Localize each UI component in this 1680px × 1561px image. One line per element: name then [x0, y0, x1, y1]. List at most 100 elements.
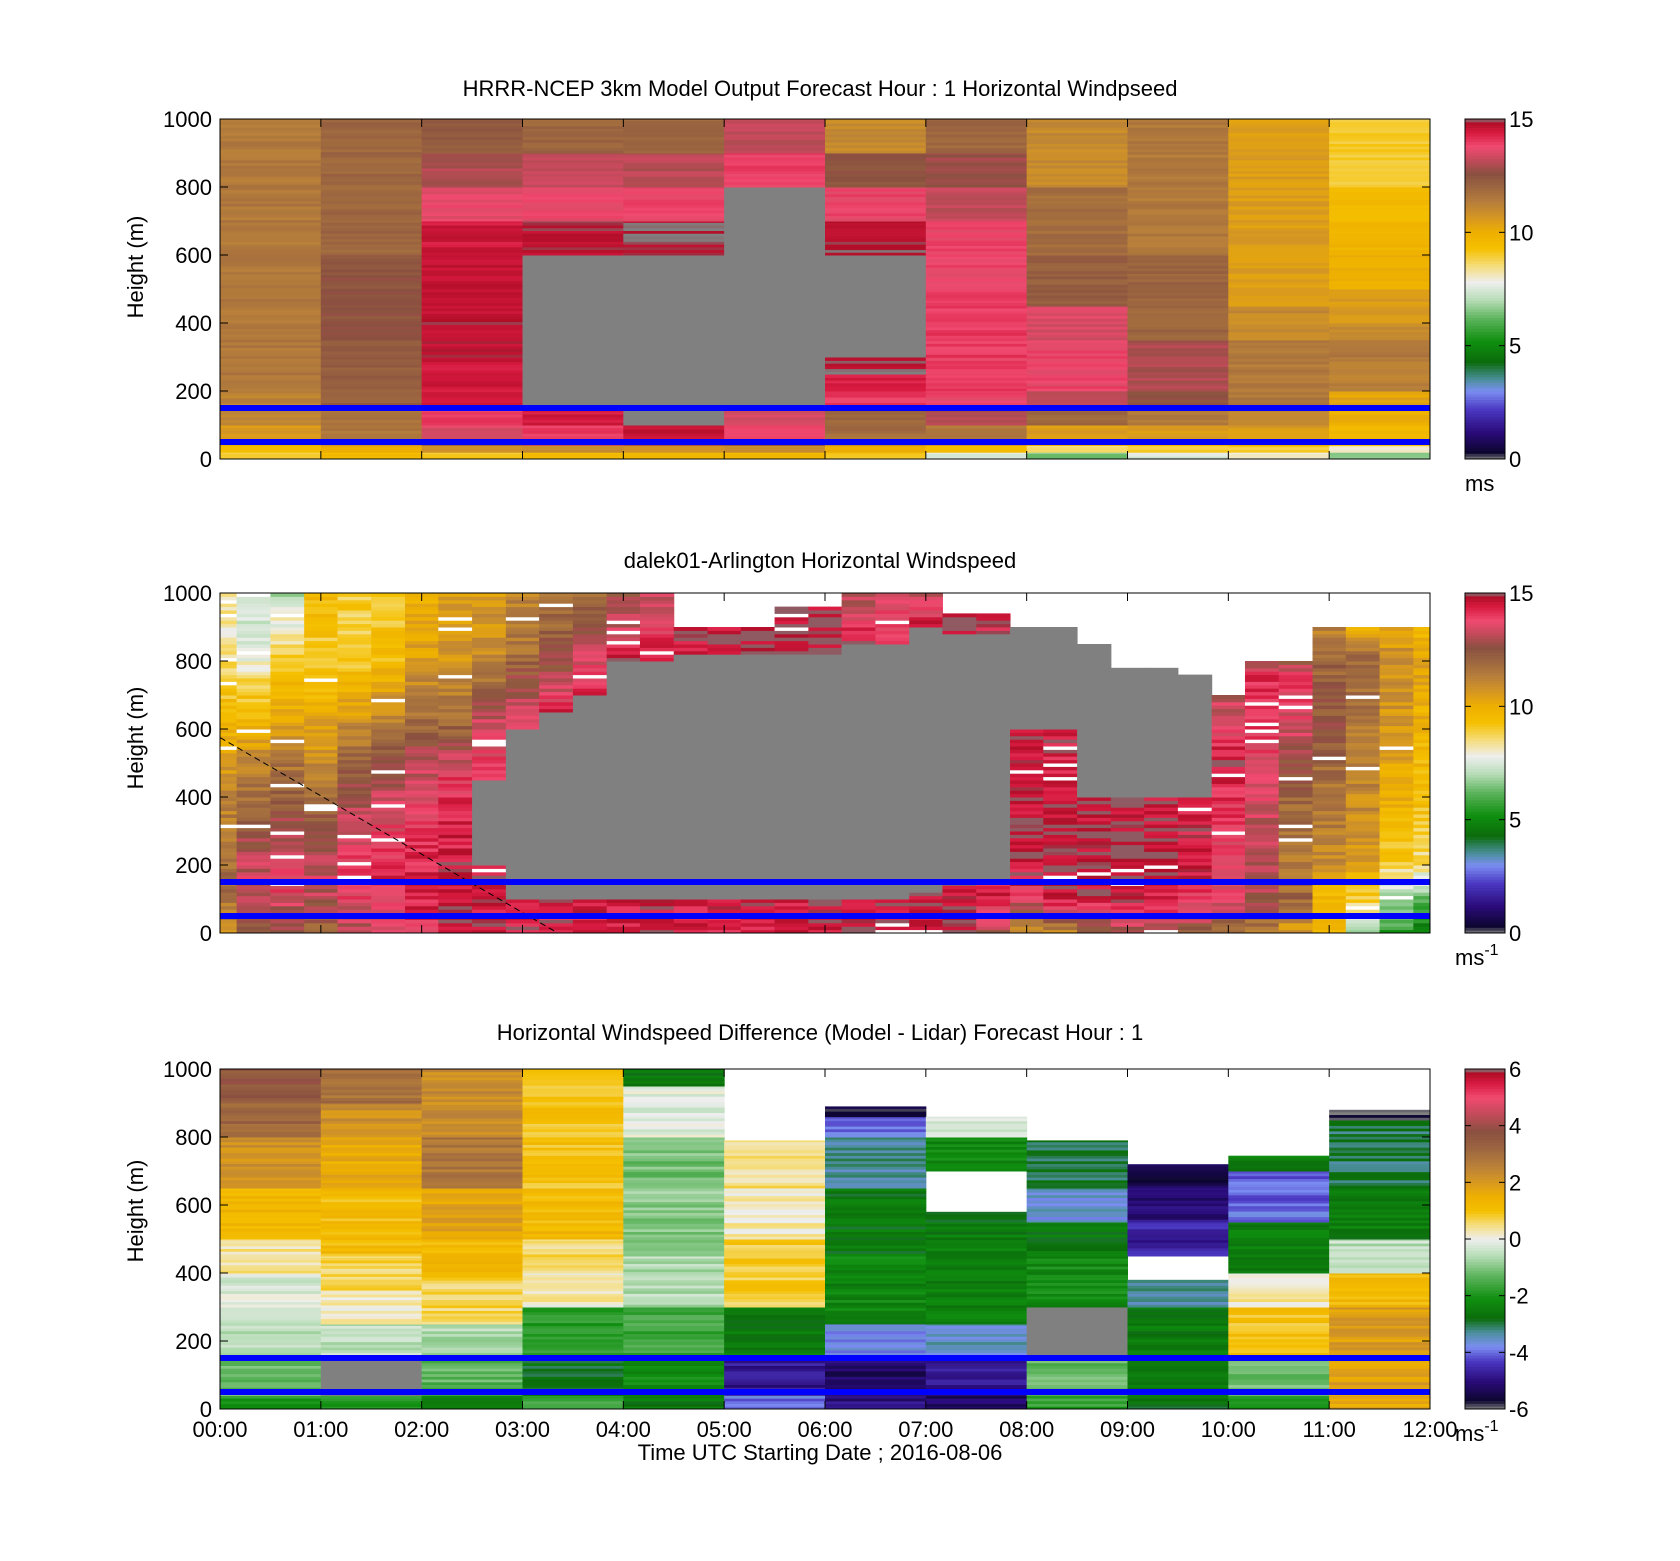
heatmap-cell [825, 422, 927, 426]
heatmap-cell [623, 312, 725, 317]
heatmap-cell [220, 715, 238, 720]
heatmap-cell [304, 712, 338, 716]
heatmap-cell [639, 858, 675, 863]
heatmap-cell [539, 746, 574, 750]
heatmap-cell [371, 807, 406, 812]
heatmap-cell [337, 637, 372, 642]
heatmap-cell [320, 249, 423, 253]
heatmap-cell [925, 348, 1028, 353]
heatmap-cell [875, 848, 910, 852]
heatmap-cell [1127, 307, 1229, 311]
heatmap-cell [841, 922, 876, 927]
heatmap-cell [421, 399, 523, 404]
heatmap-cell [774, 773, 809, 778]
heatmap-cell [1127, 380, 1229, 384]
heatmap-cell [1329, 191, 1430, 195]
heatmap-cell [1312, 752, 1347, 757]
heatmap-cell [976, 926, 1011, 931]
heatmap-cell [320, 359, 423, 363]
heatmap-cell [472, 919, 507, 924]
heatmap-cell [1312, 722, 1347, 727]
heatmap-cell [707, 892, 742, 897]
heatmap-cell [220, 885, 238, 890]
heatmap-cell [1312, 640, 1347, 645]
heatmap-cell [1278, 725, 1314, 730]
heatmap-cell [925, 170, 1028, 174]
heatmap-cell [320, 329, 423, 333]
heatmap-cell [220, 756, 238, 761]
heatmap-cell [337, 671, 372, 676]
heatmap-cell [639, 848, 675, 852]
heatmap-cell [472, 729, 507, 733]
heatmap-cell [875, 688, 910, 693]
heatmap-cell [1127, 257, 1229, 261]
heatmap-cell [774, 678, 809, 682]
heatmap-cell [337, 793, 372, 798]
heatmap-cell [438, 766, 473, 771]
heatmap-cell [1177, 722, 1213, 727]
heatmap-cell [774, 831, 809, 835]
heatmap-cell [438, 783, 473, 788]
heatmap-cell [1228, 203, 1330, 207]
heatmap-cell [539, 892, 574, 897]
heatmap-cell [371, 674, 406, 679]
heatmap-cell [606, 854, 641, 859]
heatmap-cell [1026, 143, 1128, 147]
heatmap-cell [1278, 800, 1314, 805]
heatmap-cell [320, 157, 423, 161]
heatmap-cell [875, 708, 910, 713]
heatmap-cell [421, 241, 523, 245]
heatmap-cell [1244, 827, 1280, 832]
heatmap-cell [270, 667, 305, 672]
heatmap-cell [808, 661, 843, 665]
heatmap-cell [522, 178, 624, 183]
heatmap-cell [1077, 875, 1112, 880]
heatmap-cell [1345, 722, 1381, 727]
heatmap-cell [270, 905, 305, 910]
heatmap-cell [472, 769, 507, 774]
heatmap-cell [875, 610, 910, 614]
heatmap-cell [925, 201, 1028, 206]
colorbar-segment [1465, 150, 1505, 154]
heatmap-cell [639, 820, 675, 825]
heatmap-cell [1228, 192, 1330, 196]
heatmap-cell [1043, 814, 1078, 818]
heatmap-cell [220, 654, 238, 659]
heatmap-cell [405, 817, 439, 822]
heatmap-cell [623, 342, 725, 346]
heatmap-cell [505, 861, 540, 866]
heatmap-cell [1177, 803, 1213, 808]
heatmap-cell [421, 147, 523, 151]
heatmap-cell [1329, 334, 1430, 338]
heatmap-cell [724, 162, 826, 166]
heatmap-cell [774, 691, 809, 696]
heatmap-cell [925, 363, 1028, 367]
heatmap-cell [875, 647, 910, 652]
heatmap-cell [1345, 834, 1381, 839]
heatmap-cell [1077, 657, 1112, 662]
heatmap-cell [421, 244, 523, 248]
heatmap-cell [740, 776, 776, 781]
heatmap-cell [371, 637, 406, 642]
heatmap-cell [1026, 340, 1128, 343]
heatmap-cell [438, 769, 473, 774]
heatmap-cell [909, 817, 943, 822]
heatmap-cell [1177, 831, 1213, 835]
heatmap-cell [740, 647, 776, 652]
heatmap-cell [539, 599, 574, 604]
heatmap-cell [925, 446, 1028, 450]
heatmap-cell [1244, 919, 1280, 924]
heatmap-cell [1345, 786, 1381, 791]
colorbar-frame [1464, 118, 1506, 460]
heatmap-cell [740, 739, 776, 744]
heatmap-cell [421, 445, 523, 448]
heatmap-cell [236, 800, 271, 805]
heatmap-cell [572, 610, 608, 614]
heatmap-cell [320, 427, 423, 431]
heatmap-cell [841, 868, 876, 873]
heatmap-cell [472, 735, 507, 740]
heatmap-cell [1043, 824, 1078, 829]
heatmap-cell [522, 380, 624, 385]
heatmap-cell [1026, 238, 1128, 242]
heatmap-cell [925, 385, 1028, 389]
